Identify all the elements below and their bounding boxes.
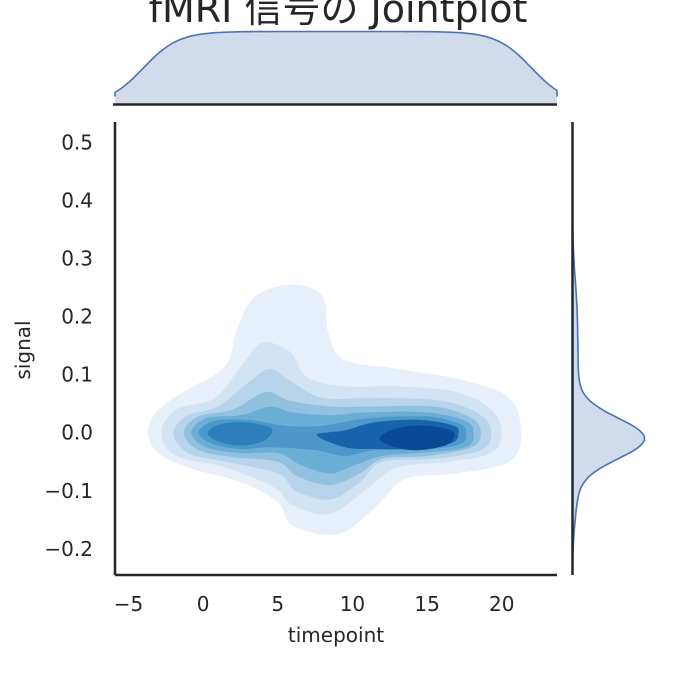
y-tick-label: 0.5 [61,130,93,154]
kde-contour-level-7 [207,422,273,446]
marginal-x-kde-line [114,30,558,97]
y-tick-label: 0.2 [61,305,93,329]
x-axis-label: timepoint [288,623,384,647]
y-tick-label: −0.2 [44,537,93,561]
x-tick-label: −5 [114,592,143,616]
marginal-x-kde [114,30,558,105]
x-tick-label: 0 [197,592,210,616]
x-tick-label: 5 [271,592,284,616]
marginal-y-kde [571,124,646,576]
chart-title: fMRI 信号の Jointplot [149,0,528,31]
y-axis-label: signal [11,320,35,379]
y-tick-label: 0.0 [61,421,93,445]
joint-kde-plot [147,284,522,536]
y-tick-label: 0.3 [61,246,93,270]
x-tick-label: 10 [340,592,365,616]
kde-contour-level-9 [379,425,455,451]
y-tick-label: 0.1 [61,363,93,387]
y-tick-labels: −0.2 −0.1 0.0 0.1 0.2 0.3 0.4 0.5 [44,130,93,561]
marginal-y-kde-line [571,124,646,575]
y-tick-label: 0.4 [61,188,93,212]
x-tick-label: 15 [414,592,439,616]
marginal-y-kde-fill [572,124,645,576]
x-tick-labels: −5 0 5 10 15 20 [114,592,515,616]
x-tick-label: 20 [489,592,514,616]
marginal-x-kde-fill [115,31,557,105]
y-tick-label: −0.1 [44,479,93,503]
